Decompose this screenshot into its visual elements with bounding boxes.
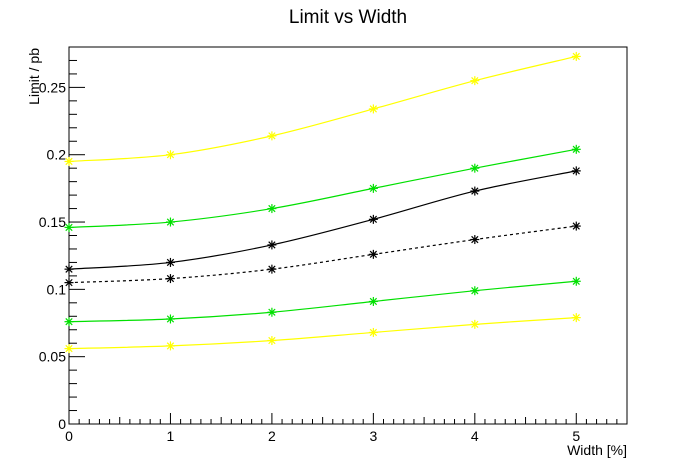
data-point	[165, 341, 175, 351]
data-point	[64, 278, 74, 288]
x-tick-label: 2	[268, 428, 276, 444]
chart-title: Limit vs Width	[289, 7, 407, 28]
data-point	[368, 296, 378, 306]
data-point	[571, 144, 581, 154]
y-axis-label: Limit / pb	[26, 48, 42, 105]
data-point	[571, 276, 581, 286]
data-point	[267, 131, 277, 141]
data-point	[368, 214, 378, 224]
x-axis-label: Width [%]	[567, 442, 627, 458]
series-line	[68, 280, 577, 323]
data-point	[470, 186, 480, 196]
data-point	[64, 344, 74, 354]
series-2	[64, 166, 581, 274]
data-point	[470, 286, 480, 296]
series-line	[68, 55, 577, 163]
y-axis: 0 0.05 0.1 0.15 0.2 0.25	[39, 46, 85, 432]
series-5	[64, 313, 581, 354]
data-point	[571, 166, 581, 176]
y-tick-label: 0.2	[47, 147, 67, 163]
data-point	[165, 314, 175, 324]
data-point	[267, 307, 277, 317]
x-tick-label: 1	[167, 428, 175, 444]
series-line	[68, 225, 577, 284]
x-tick-label: 5	[572, 428, 580, 444]
data-point	[267, 240, 277, 250]
x-tick-label: 0	[65, 428, 73, 444]
data-point	[64, 222, 74, 232]
series-line	[68, 148, 577, 229]
y-tick-label: 0.05	[39, 349, 66, 365]
x-tick-label: 3	[369, 428, 377, 444]
data-point	[470, 235, 480, 245]
data-point	[368, 327, 378, 337]
y-tick-label: 0	[58, 416, 66, 432]
series-4	[64, 276, 581, 327]
series-0	[64, 51, 581, 166]
data-point	[64, 317, 74, 327]
data-point	[267, 336, 277, 346]
data-point	[165, 274, 175, 284]
data-point	[368, 249, 378, 259]
data-point	[64, 264, 74, 274]
data-point	[165, 150, 175, 160]
y-tick-label: 0.25	[39, 79, 66, 95]
data-point	[470, 319, 480, 329]
series-layer	[64, 51, 581, 354]
data-point	[470, 76, 480, 86]
data-point	[470, 163, 480, 173]
y-tick-label: 0.1	[47, 281, 67, 297]
data-point	[368, 183, 378, 193]
data-point	[571, 221, 581, 231]
series-3	[64, 221, 581, 288]
series-line	[68, 317, 577, 350]
data-point	[165, 257, 175, 267]
data-point	[571, 313, 581, 323]
x-axis: 0 1 2 3 4 5	[65, 413, 628, 444]
x-tick-label: 4	[471, 428, 479, 444]
data-point	[571, 51, 581, 61]
series-1	[64, 144, 581, 232]
data-point	[267, 204, 277, 214]
data-point	[267, 264, 277, 274]
data-point	[368, 104, 378, 114]
series-line	[68, 170, 577, 270]
data-point	[165, 217, 175, 227]
data-point	[64, 156, 74, 166]
y-tick-label: 0.15	[39, 214, 66, 230]
